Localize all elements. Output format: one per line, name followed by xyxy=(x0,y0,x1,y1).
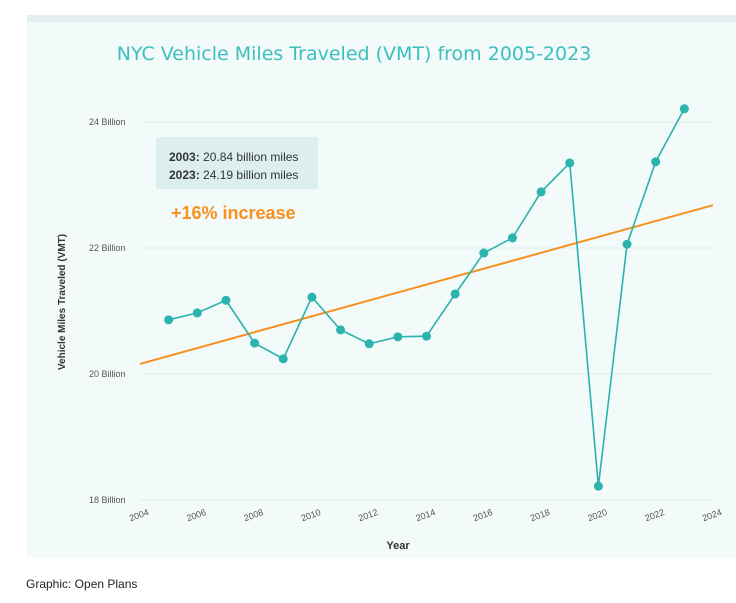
y-tick-label: 24 Billion xyxy=(89,117,126,127)
vmt-line-chart: NYC Vehicle Miles Traveled (VMT) from 20… xyxy=(57,43,723,552)
x-tick-label: 2016 xyxy=(472,507,494,523)
data-point-2012 xyxy=(364,339,374,349)
annotation-year-2003: 2003: xyxy=(169,150,200,164)
x-tick-label: 2020 xyxy=(586,507,608,523)
data-point-2022 xyxy=(651,157,661,167)
x-tick-label: 2010 xyxy=(300,507,322,523)
annotation-line-1: 2003: 20.84 billion miles xyxy=(169,150,298,164)
data-point-2009 xyxy=(278,354,288,364)
annotation-value-2023: 24.19 billion miles xyxy=(200,168,299,182)
trend-line xyxy=(139,204,714,365)
data-point-2013 xyxy=(393,332,403,342)
data-point-2007 xyxy=(221,295,231,305)
chart-title: NYC Vehicle Miles Traveled (VMT) from 20… xyxy=(117,43,592,65)
data-point-2008 xyxy=(250,338,260,348)
chart-panel: NYC Vehicle Miles Traveled (VMT) from 20… xyxy=(27,15,736,558)
x-tick-label: 2022 xyxy=(644,507,666,523)
annotation-value-2003: 20.84 billion miles xyxy=(200,150,299,164)
x-axis-label: Year xyxy=(386,540,410,552)
y-tick-label: 20 Billion xyxy=(89,369,126,379)
x-tick-label: 2018 xyxy=(529,507,551,523)
x-tick-label: 2014 xyxy=(414,507,436,523)
data-point-2006 xyxy=(192,308,202,318)
y-axis-label: Vehicle Miles Traveled (VMT) xyxy=(57,234,68,370)
data-point-2020 xyxy=(593,481,603,491)
data-point-2010 xyxy=(307,292,317,302)
y-tick-label: 22 Billion xyxy=(89,243,126,253)
annotation-box: 2003: 20.84 billion miles 2023: 24.19 bi… xyxy=(156,137,318,223)
data-point-2016 xyxy=(479,248,489,258)
data-point-2011 xyxy=(336,325,346,335)
annotation-line-2: 2023: 24.19 billion miles xyxy=(169,168,298,182)
annotation-background xyxy=(156,137,318,189)
data-point-2021 xyxy=(622,239,632,249)
graphic-credit: Graphic: Open Plans xyxy=(26,577,138,591)
annotation-increase: +16% increase xyxy=(171,203,296,223)
x-tick-label: 2024 xyxy=(701,507,723,523)
data-point-2015 xyxy=(450,289,460,299)
data-point-2014 xyxy=(422,331,431,341)
x-tick-label: 2012 xyxy=(357,507,379,523)
data-point-2005 xyxy=(164,315,174,325)
x-tick-label: 2008 xyxy=(242,507,264,523)
data-point-2018 xyxy=(536,187,546,197)
data-point-2023 xyxy=(679,104,689,114)
y-tick-label: 18 Billion xyxy=(89,495,126,505)
data-point-2019 xyxy=(565,158,575,168)
annotation-year-2023: 2023: xyxy=(169,168,200,182)
x-tick-label: 2006 xyxy=(185,507,207,523)
data-point-2017 xyxy=(507,233,517,243)
x-tick-label: 2004 xyxy=(128,507,150,523)
